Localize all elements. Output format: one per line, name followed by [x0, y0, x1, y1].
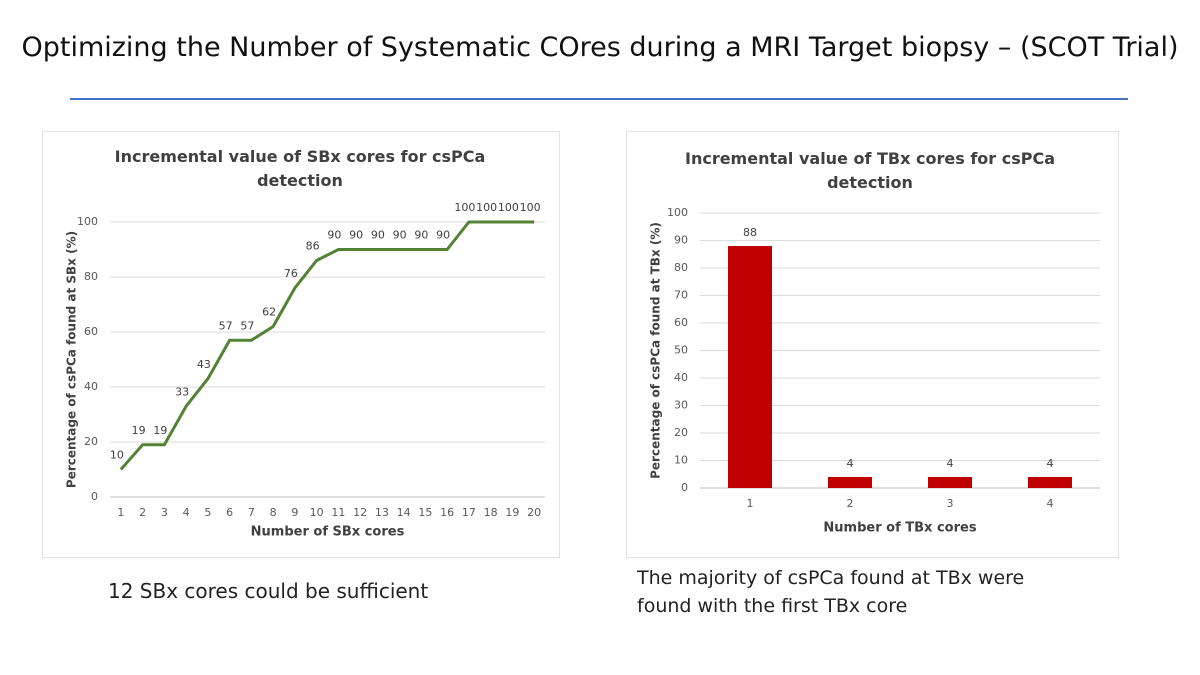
data-label: 43 [197, 358, 211, 371]
x-tick-label: 2 [847, 497, 854, 510]
bar [828, 477, 872, 488]
data-label: 4 [847, 457, 854, 470]
data-label: 33 [175, 385, 189, 398]
chart-frame [42, 131, 560, 558]
y-tick-label: 50 [674, 344, 688, 357]
y-tick-label: 90 [674, 234, 688, 247]
data-label: 90 [436, 229, 450, 242]
data-label: 62 [262, 306, 276, 319]
chart-title: Incremental value of TBx cores for csPCa… [684, 149, 1056, 192]
data-label: 19 [153, 424, 167, 437]
data-label: 90 [371, 229, 385, 242]
x-tick-label: 1 [117, 506, 124, 519]
x-axis-label: Number of SBx cores [251, 525, 405, 540]
slide-title: Optimizing the Number of Systematic COre… [21, 32, 1179, 63]
y-tick-label: 60 [84, 325, 98, 338]
data-label: 19 [132, 424, 146, 437]
data-label: 4 [947, 457, 954, 470]
y-axis-label: Percentage of csPCa found at SBx (%) [65, 231, 79, 488]
y-tick-label: 40 [84, 380, 98, 393]
x-tick-label: 2 [139, 506, 146, 519]
bar [1028, 477, 1072, 488]
y-tick-label: 80 [674, 261, 688, 274]
y-tick-label: 0 [91, 490, 98, 503]
x-tick-label: 3 [161, 506, 168, 519]
y-tick-label: 20 [84, 435, 98, 448]
data-label: 4 [1047, 457, 1054, 470]
x-tick-label: 12 [353, 506, 367, 519]
x-tick-label: 4 [1047, 497, 1054, 510]
x-tick-label: 8 [270, 506, 277, 519]
x-tick-label: 20 [527, 506, 541, 519]
data-label: 76 [284, 267, 298, 280]
x-axis-label: Number of TBx cores [823, 521, 976, 536]
y-tick-label: 10 [674, 454, 688, 467]
data-label: 57 [219, 319, 233, 332]
y-tick-label: 40 [674, 371, 688, 384]
data-label: 100 [498, 201, 519, 214]
x-tick-label: 17 [462, 506, 476, 519]
data-label: 100 [454, 201, 475, 214]
chart-frame [626, 131, 1119, 558]
x-tick-label: 18 [484, 506, 498, 519]
y-tick-label: 100 [667, 206, 688, 219]
data-label: 90 [393, 229, 407, 242]
x-tick-label: 16 [440, 506, 454, 519]
x-tick-label: 5 [204, 506, 211, 519]
x-tick-label: 14 [397, 506, 411, 519]
x-tick-label: 19 [505, 506, 519, 519]
y-tick-label: 80 [84, 270, 98, 283]
bar [728, 246, 772, 488]
x-tick-label: 11 [331, 506, 345, 519]
y-tick-label: 0 [681, 481, 688, 494]
data-label: 10 [110, 449, 124, 462]
data-label: 86 [306, 240, 320, 253]
data-label: 57 [240, 319, 254, 332]
x-tick-label: 10 [310, 506, 324, 519]
x-tick-label: 7 [248, 506, 255, 519]
x-tick-label: 9 [291, 506, 298, 519]
data-label: 88 [743, 226, 757, 239]
data-label: 90 [414, 229, 428, 242]
y-tick-label: 100 [77, 215, 98, 228]
divider [70, 98, 1128, 100]
x-tick-label: 13 [375, 506, 389, 519]
data-label: 100 [476, 201, 497, 214]
bar [928, 477, 972, 488]
x-tick-label: 4 [183, 506, 190, 519]
data-label: 100 [520, 201, 541, 214]
x-tick-label: 1 [747, 497, 754, 510]
x-tick-label: 15 [418, 506, 432, 519]
y-tick-label: 70 [674, 289, 688, 302]
caption: 12 SBx cores could be sufficient [108, 579, 429, 603]
y-tick-label: 60 [674, 316, 688, 329]
line [119, 220, 535, 471]
y-axis-label: Percentage of csPCa found at TBx (%) [649, 222, 663, 479]
x-tick-label: 3 [947, 497, 954, 510]
x-tick-label: 6 [226, 506, 233, 519]
chart-title: Incremental value of SBx cores for csPCa… [114, 147, 486, 190]
y-tick-label: 20 [674, 426, 688, 439]
caption: The majority of csPCa found at TBx were … [637, 567, 1025, 617]
data-label: 90 [349, 229, 363, 242]
y-tick-label: 30 [674, 399, 688, 412]
data-label: 90 [327, 229, 341, 242]
